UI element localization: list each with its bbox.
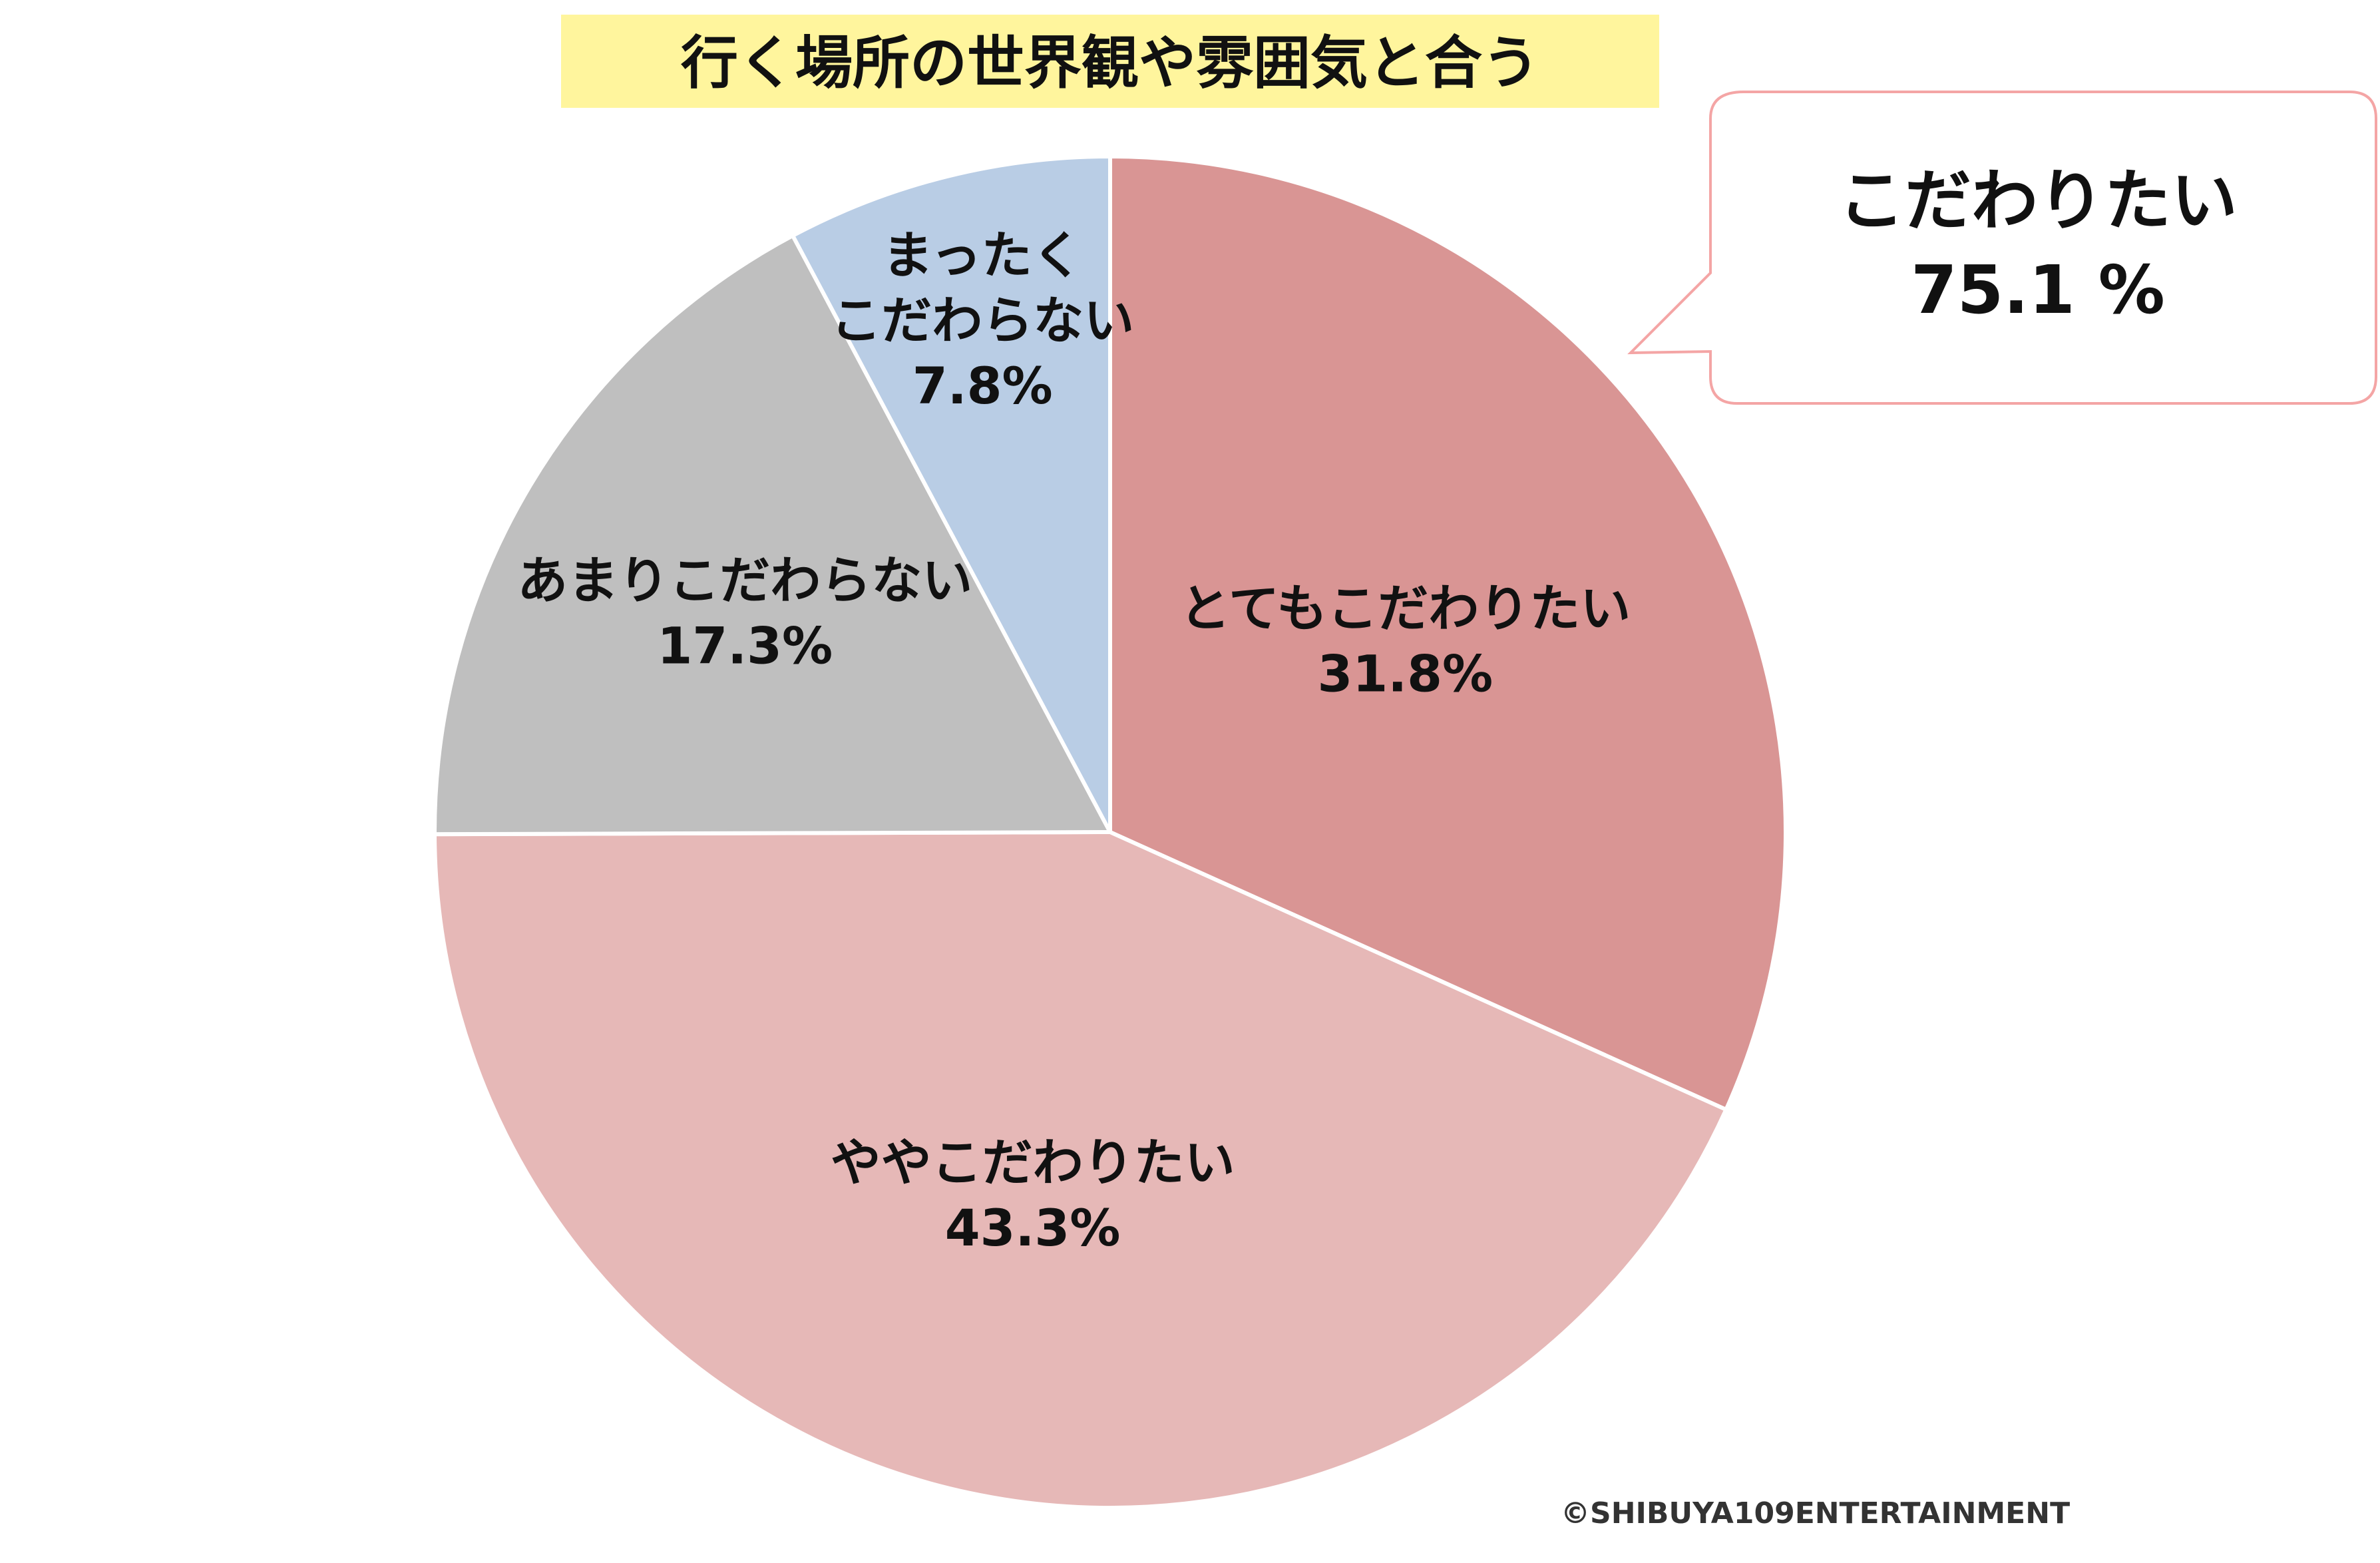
chart-title-group: 行く場所の世界観や雰囲気と合う (561, 15, 1659, 108)
slice-value-label-1: 31.8% (1317, 644, 1493, 704)
slice-value-label-4: 7.8% (912, 356, 1053, 415)
slice-category-label-4: こだわらない (831, 291, 1134, 350)
callout-value: 75.1 % (1911, 251, 2165, 329)
pie-slice-3 (433, 232, 1113, 837)
pie-slice-2 (432, 829, 1729, 1510)
chart-title-highlight (561, 15, 1659, 108)
pie-slices (432, 154, 1788, 1510)
pie-slice-1 (1108, 154, 1788, 1112)
slice-category-label-3: あまりこだわらない (517, 551, 972, 610)
slice-value-label-3: 17.3% (657, 616, 833, 676)
slice-category-label-4: まったく (883, 226, 1083, 285)
chart-title: 行く場所の世界観や雰囲気と合う (681, 30, 1539, 97)
slice-category-label-1: とてもこだわりたい (1179, 579, 1631, 638)
callout-label: こだわりたい (1838, 162, 2238, 240)
summary-callout: こだわりたい 75.1 % (1627, 91, 2377, 405)
callout-bubble (1627, 91, 2377, 405)
pie-slice-4 (790, 154, 1112, 833)
copyright-text: ©SHIBUYA109ENTERTAINMENT (1561, 1496, 2070, 1530)
pie-slice-labels: とてもこだわりたい 31.8% ややこだわりたい 43.3% あまりこだわらない 17.3… (517, 226, 1631, 1257)
slice-value-label-2: 43.3% (945, 1198, 1121, 1257)
slice-category-label-2: ややこだわりたい (831, 1133, 1235, 1192)
